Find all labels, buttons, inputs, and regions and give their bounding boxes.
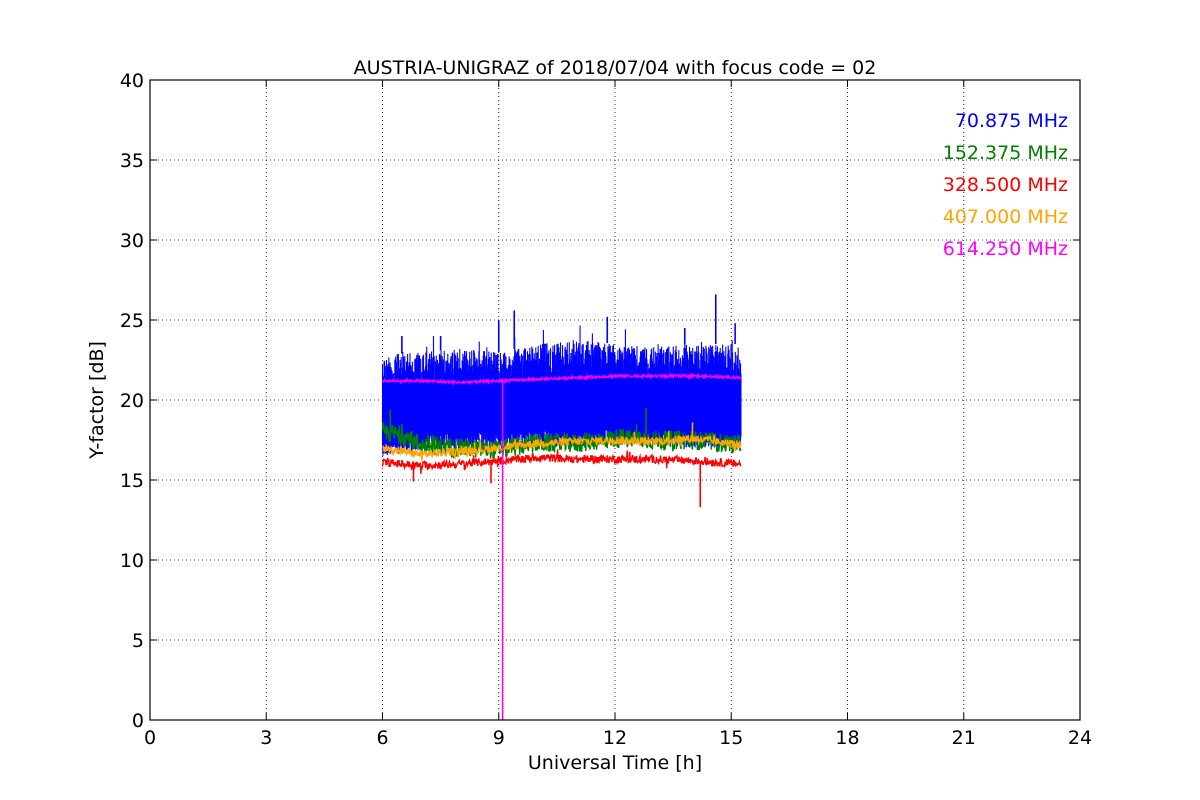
y-tick-label: 40 [120,70,144,92]
x-tick-label: 18 [835,727,859,749]
x-tick-label: 9 [493,727,505,749]
series-4 [382,372,741,720]
y-tick-label: 5 [132,630,144,652]
series-0 [381,294,742,456]
y-tick-label: 15 [120,470,144,492]
series-line [382,431,742,461]
axis-ticks: 0 3 6 9 12 15 18 21 24 0 5 10 15 20 25 30 35 40 [120,70,1092,749]
x-tick-label: 3 [260,727,272,749]
y-tick-label: 30 [120,230,144,252]
y-tick-label: 20 [120,390,144,412]
x-tick-label: 0 [144,727,156,749]
legend-entry: 614.250 MHz [943,238,1068,260]
legend: 70.875 MHz 152.375 MHz 328.500 MHz 407.000 … [943,110,1068,260]
x-tick-label: 15 [719,727,743,749]
legend-entry: 328.500 MHz [943,174,1068,196]
x-axis-label: Universal Time [h] [528,752,702,774]
x-tick-label: 6 [376,727,388,749]
x-tick-label: 24 [1068,727,1092,749]
series-3 [382,422,742,461]
series-area [381,294,742,720]
series-line [382,372,741,387]
legend-entry: 70.875 MHz [955,110,1068,132]
x-tick-label: 12 [603,727,627,749]
legend-entry: 407.000 MHz [943,206,1068,228]
series-line [381,449,742,474]
chart-title: AUSTRIA-UNIGRAZ of 2018/07/04 with focus… [354,57,877,79]
x-tick-label: 21 [952,727,976,749]
y-tick-label: 35 [120,150,144,172]
y-axis-label: Y-factor [dB] [86,341,108,460]
y-tick-label: 0 [132,710,144,732]
y-tick-label: 25 [120,310,144,332]
y-tick-label: 10 [120,550,144,572]
legend-entry: 152.375 MHz [943,142,1068,164]
series-2 [381,449,742,508]
